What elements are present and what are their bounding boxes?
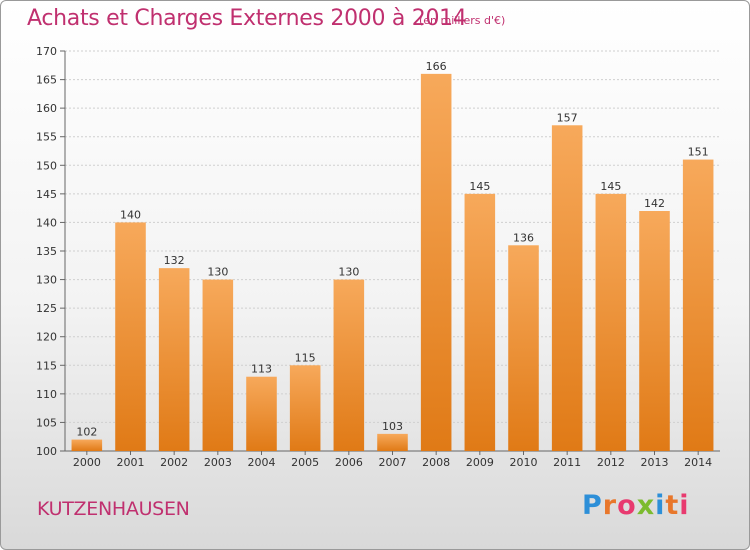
y-tick-label: 125 — [36, 302, 57, 315]
bar — [158, 268, 190, 451]
y-tick-label: 150 — [36, 159, 57, 172]
bar — [682, 159, 714, 452]
bar — [115, 222, 146, 451]
x-tick-label: 2000 — [73, 456, 101, 469]
y-tick-label: 105 — [36, 416, 57, 429]
x-tick-label: 2008 — [422, 456, 450, 469]
x-tick-label: 2013 — [641, 456, 669, 469]
bar-value-label: 102 — [76, 426, 97, 439]
x-tick-label: 2007 — [379, 456, 407, 469]
x-tick-label: 2003 — [204, 456, 232, 469]
bar-value-label: 166 — [426, 60, 447, 73]
bar — [551, 125, 583, 452]
y-tick-label: 100 — [36, 445, 57, 458]
bar-value-label: 113 — [251, 363, 272, 376]
bar — [420, 73, 452, 451]
bar — [246, 376, 277, 451]
bar-value-label: 140 — [120, 208, 141, 221]
logo-letter: o — [617, 490, 637, 521]
bar — [71, 439, 103, 451]
y-tick-label: 170 — [36, 45, 57, 58]
x-tick-label: 2004 — [248, 456, 276, 469]
chart-subtitle: (en milliers d'€) — [419, 14, 506, 27]
logo-letter: t — [665, 490, 680, 521]
y-tick-label: 110 — [36, 388, 57, 401]
bar — [333, 279, 365, 451]
logo-letter: i — [655, 490, 666, 521]
x-tick-label: 2006 — [335, 456, 363, 469]
x-tick-label: 2005 — [291, 456, 319, 469]
y-tick-label: 130 — [36, 274, 57, 287]
bar-value-label: 130 — [338, 266, 359, 279]
bar-value-label: 145 — [469, 180, 490, 193]
bar-value-label: 136 — [513, 231, 534, 244]
city-label: KUTZENHAUSEN — [37, 498, 190, 520]
logo-letter: i — [679, 490, 690, 521]
bar — [464, 193, 496, 451]
logo-letter: x — [636, 490, 656, 521]
x-tick-label: 2012 — [597, 456, 625, 469]
bar — [508, 245, 539, 451]
bar — [639, 211, 670, 451]
y-tick-label: 160 — [36, 102, 57, 115]
bar-value-label: 130 — [207, 266, 228, 279]
x-tick-label: 2011 — [553, 456, 581, 469]
bar-value-label: 151 — [688, 146, 709, 159]
bar-value-label: 145 — [600, 180, 621, 193]
bar — [202, 279, 234, 451]
y-tick-label: 165 — [36, 74, 57, 87]
x-tick-label: 2009 — [466, 456, 494, 469]
y-tick-label: 115 — [36, 359, 57, 372]
bar-value-label: 157 — [557, 111, 578, 124]
x-tick-label: 2001 — [117, 456, 145, 469]
chart-title: Achats et Charges Externes 2000 à 2014 — [27, 6, 467, 31]
bar — [595, 193, 627, 451]
bar — [377, 433, 408, 451]
x-tick-label: 2002 — [160, 456, 188, 469]
y-tick-label: 155 — [36, 131, 57, 144]
bar-value-label: 132 — [164, 254, 185, 267]
logo-letter: r — [602, 490, 618, 521]
y-tick-label: 140 — [36, 216, 57, 229]
y-tick-label: 135 — [36, 245, 57, 258]
bar-value-label: 103 — [382, 420, 403, 433]
logo-letter: P — [582, 490, 603, 521]
y-tick-label: 120 — [36, 331, 57, 344]
bar-value-label: 142 — [644, 197, 665, 210]
x-tick-label: 2014 — [684, 456, 712, 469]
bar — [289, 365, 321, 451]
bar-value-label: 115 — [295, 351, 316, 364]
y-tick-label: 145 — [36, 188, 57, 201]
x-tick-label: 2010 — [510, 456, 538, 469]
proxiti-logo: Proxiti — [582, 490, 690, 521]
